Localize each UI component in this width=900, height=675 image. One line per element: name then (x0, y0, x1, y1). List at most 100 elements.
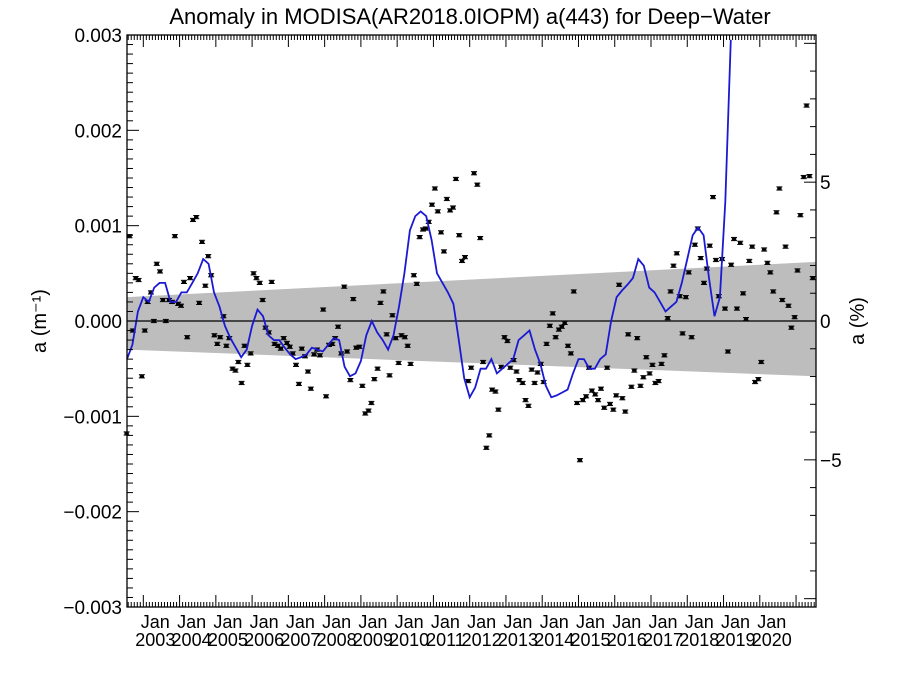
data-point (561, 320, 568, 326)
data-point (579, 398, 586, 403)
data-point (389, 313, 396, 318)
data-point (710, 194, 717, 200)
data-point (658, 361, 665, 366)
right-tick-label: 0 (820, 312, 831, 333)
x-tick-month-label: Jan (503, 612, 532, 632)
x-tick-month-label: Jan (395, 612, 424, 632)
data-point (513, 369, 520, 374)
data-point (610, 407, 617, 412)
data-point (767, 270, 774, 275)
data-point (673, 251, 680, 256)
data-point (223, 343, 230, 348)
data-point (685, 270, 692, 275)
x-tick-year-label: 2006 (244, 630, 284, 650)
data-point (474, 182, 481, 187)
data-point (519, 380, 526, 386)
left-axis-ticks: 0.003 0.002 0.001 0.000 −0.001 −0.002 −0.003 (63, 26, 139, 619)
data-point (202, 283, 209, 288)
data-point (480, 359, 487, 365)
left-tick-label: −0.001 (63, 407, 122, 428)
data-point (268, 279, 275, 285)
data-point (350, 296, 357, 302)
right-tick-label: 5 (820, 173, 831, 194)
data-point (637, 383, 644, 388)
data-point (407, 361, 414, 366)
data-point (776, 186, 783, 191)
data-point (697, 255, 704, 261)
x-tick-month-label: Jan (250, 612, 279, 632)
data-point (365, 408, 372, 413)
data-point (649, 362, 656, 367)
data-point (749, 244, 756, 249)
data-point (495, 407, 502, 412)
x-tick-year-label: 2016 (607, 630, 647, 650)
data-point (604, 365, 611, 370)
data-point (401, 335, 408, 340)
data-point (588, 388, 595, 393)
data-point (471, 171, 478, 176)
data-point (619, 396, 626, 401)
data-point (706, 243, 713, 248)
data-point (295, 381, 302, 387)
data-point (377, 300, 384, 305)
data-point (410, 273, 417, 278)
left-tick-label: 0.002 (74, 121, 122, 142)
data-point (380, 289, 387, 294)
data-point (205, 254, 212, 259)
right-tick-label: −5 (820, 451, 842, 472)
data-point (809, 276, 816, 281)
data-point (250, 271, 257, 276)
data-point (528, 367, 535, 372)
data-point (162, 318, 169, 324)
data-point (782, 244, 789, 249)
data-point (773, 210, 780, 215)
data-point (740, 291, 747, 296)
data-point (316, 353, 323, 358)
data-point (504, 338, 511, 344)
data-point (483, 445, 490, 450)
data-point (724, 349, 731, 354)
data-points-layer (123, 103, 816, 463)
data-point (733, 306, 740, 311)
data-point (298, 346, 305, 351)
data-point (688, 335, 695, 340)
data-point (443, 196, 450, 202)
x-tick-year-label: 2007 (280, 630, 320, 650)
data-point (567, 351, 574, 356)
data-point (238, 380, 245, 386)
x-tick-month-label: Jan (612, 612, 641, 632)
bottom-axis-ticks: Jan2003Jan2004Jan2005Jan2006Jan2007Jan20… (127, 35, 815, 650)
data-point (731, 236, 738, 242)
data-point (631, 368, 638, 373)
x-tick-month-label: Jan (467, 612, 496, 632)
x-tick-year-label: 2012 (462, 630, 502, 650)
data-point (277, 346, 284, 351)
x-tick-year-label: 2013 (498, 630, 538, 650)
data-point (803, 103, 810, 108)
x-tick-year-label: 2020 (752, 630, 792, 650)
data-point (356, 344, 363, 349)
right-axis-label: a (%) (847, 297, 869, 345)
data-point (199, 239, 206, 244)
data-point (625, 332, 632, 337)
data-point (459, 258, 466, 264)
data-point (286, 344, 293, 349)
data-point (156, 269, 163, 274)
data-point (543, 341, 550, 346)
left-tick-label: −0.002 (63, 503, 122, 524)
data-point (664, 316, 671, 321)
data-point (800, 174, 807, 180)
data-point (576, 458, 583, 463)
data-point (135, 277, 142, 283)
x-tick-month-label: Jan (141, 612, 170, 632)
data-point (187, 276, 194, 281)
data-point (522, 398, 529, 403)
data-point (259, 297, 266, 303)
data-point (171, 234, 178, 239)
left-tick-label: −0.003 (63, 598, 122, 619)
data-point (564, 343, 571, 348)
x-tick-month-label: Jan (757, 612, 786, 632)
data-point (667, 289, 674, 294)
data-point (498, 364, 505, 369)
